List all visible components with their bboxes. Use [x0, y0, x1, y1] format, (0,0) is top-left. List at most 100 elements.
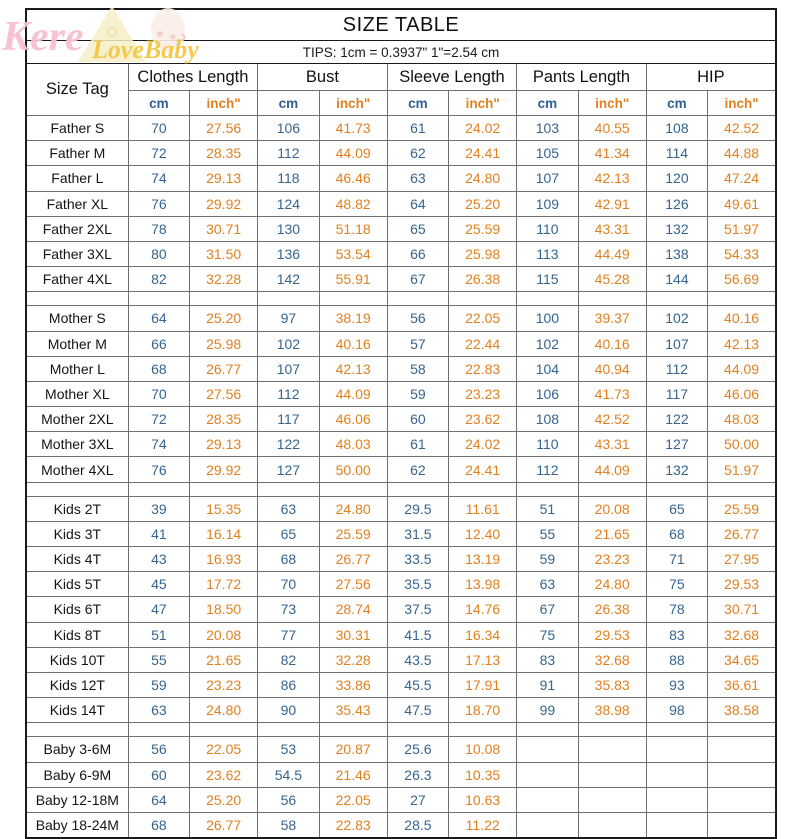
cell-cm: 104 — [516, 355, 579, 382]
cell-cm — [516, 811, 579, 839]
cell-cm: 107 — [257, 355, 320, 382]
cell-cm: 112 — [645, 355, 709, 382]
cell-inch: 32.68 — [707, 621, 777, 648]
spacer-cell — [25, 722, 129, 738]
cell-inch: 40.16 — [707, 305, 777, 332]
cell-inch: 29.53 — [577, 621, 647, 648]
cell-inch: 24.80 — [448, 165, 518, 192]
cell-cm: 56 — [386, 305, 450, 332]
size-tag-label: Mother 3XL — [25, 431, 129, 458]
cell-inch: 11.22 — [448, 811, 518, 839]
size-tag-label: Mother L — [25, 355, 129, 382]
cell-inch: 51.97 — [707, 456, 777, 483]
size-table: SIZE TABLE TIPS: 1cm = 0.3937" 1"=2.54 c… — [25, 8, 777, 839]
cell-inch: 44.09 — [577, 456, 647, 483]
cell-inch: 55.91 — [318, 266, 388, 293]
cell-cm: 65 — [645, 495, 709, 522]
cell-inch: 44.49 — [577, 240, 647, 268]
cell-cm: 115 — [516, 266, 579, 293]
cell-cm: 61 — [386, 431, 450, 458]
cell-inch: 24.80 — [318, 495, 388, 522]
cell-inch: 15.35 — [189, 495, 259, 522]
cell-inch: 24.02 — [448, 114, 518, 142]
cell-inch: 30.71 — [189, 215, 259, 242]
cell-cm: 70 — [127, 114, 191, 142]
cell-inch: 22.83 — [448, 355, 518, 382]
cell-inch: 40.94 — [577, 355, 647, 382]
cell-inch: 32.28 — [318, 646, 388, 673]
table-row: Mother 2XL 72 28.35 117 46.06 60 23.62 108 42.52… — [25, 406, 777, 433]
spacer-cell — [257, 722, 320, 738]
cell-cm: 90 — [257, 697, 320, 724]
cell-inch: 43.31 — [577, 431, 647, 458]
table-row: Baby 6-9M 60 23.62 54.5 21.46 26.3 10.35 — [25, 761, 777, 788]
size-tag-label: Kids 8T — [25, 621, 129, 648]
spacer-cell — [386, 291, 450, 307]
cell-cm: 126 — [645, 190, 709, 217]
cell-inch: 26.77 — [189, 811, 259, 839]
cell-cm: 68 — [645, 520, 709, 548]
cell-inch: 28.35 — [189, 406, 259, 433]
spacer-cell — [25, 291, 129, 307]
cell-inch: 11.61 — [448, 495, 518, 522]
section-spacer-kids — [25, 481, 777, 497]
spacer-cell — [127, 291, 191, 307]
unit-header-inch-7: inch" — [577, 90, 647, 116]
tips-banner: TIPS: 1cm = 0.3937" 1"=2.54 cm — [26, 40, 776, 64]
cell-inch: 12.40 — [448, 520, 518, 548]
spacer-cell — [707, 722, 777, 738]
size-table-container: SIZE TABLE TIPS: 1cm = 0.3937" 1"=2.54 c… — [25, 8, 777, 839]
cell-cm — [645, 811, 709, 839]
size-tag-label: Kids 2T — [25, 495, 129, 522]
cell-inch: 31.50 — [189, 240, 259, 268]
cell-cm: 72 — [127, 140, 191, 167]
cell-inch: 23.23 — [577, 545, 647, 573]
cell-cm: 64 — [386, 190, 450, 217]
cell-inch: 17.13 — [448, 646, 518, 673]
cell-inch: 42.13 — [577, 165, 647, 192]
cell-inch: 25.20 — [448, 190, 518, 217]
spacer-cell — [645, 481, 709, 497]
cell-inch: 42.52 — [707, 114, 777, 142]
title-row: SIZE TABLE — [26, 9, 776, 41]
cell-inch: 28.74 — [318, 596, 388, 623]
cell-cm: 53 — [257, 736, 320, 763]
cell-cm: 41 — [127, 520, 191, 548]
cell-inch: 50.00 — [318, 456, 388, 483]
cell-cm: 41.5 — [386, 621, 450, 648]
cell-cm: 74 — [127, 165, 191, 192]
spacer-cell — [448, 722, 518, 738]
cell-cm: 99 — [516, 697, 579, 724]
cell-cm: 132 — [645, 456, 709, 483]
cell-cm: 47 — [127, 596, 191, 623]
spacer-cell — [257, 481, 320, 497]
cell-cm: 62 — [386, 140, 450, 167]
cell-cm: 118 — [257, 165, 320, 192]
table-row: Kids 4T 43 16.93 68 26.77 33.5 13.19 59 23.23 71 2… — [25, 545, 777, 573]
cell-cm: 108 — [516, 406, 579, 433]
cell-inch: 39.37 — [577, 305, 647, 332]
cell-cm: 31.5 — [386, 520, 450, 548]
cell-cm: 76 — [127, 190, 191, 217]
cell-cm: 56 — [127, 736, 191, 763]
cell-cm: 58 — [257, 811, 320, 839]
cell-inch: 40.16 — [577, 330, 647, 357]
tips-row: TIPS: 1cm = 0.3937" 1"=2.54 cm — [26, 40, 776, 64]
table-row: Kids 2T 39 15.35 63 24.80 29.5 11.61 51 20.08 65 2… — [25, 495, 777, 522]
cell-inch: 25.59 — [318, 520, 388, 548]
cell-cm: 60 — [386, 406, 450, 433]
table-row: Father 3XL 80 31.50 136 53.54 66 25.98 113 44.49… — [25, 240, 777, 268]
cell-inch: 38.19 — [318, 305, 388, 332]
cell-cm: 112 — [257, 140, 320, 167]
cell-cm: 78 — [645, 596, 709, 623]
unit-header-inch-1: inch" — [189, 90, 259, 116]
spacer-cell — [257, 291, 320, 307]
cell-inch: 30.71 — [707, 596, 777, 623]
cell-cm: 138 — [645, 240, 709, 268]
cell-inch: 22.44 — [448, 330, 518, 357]
cell-inch: 23.62 — [448, 406, 518, 433]
cell-inch: 51.18 — [318, 215, 388, 242]
cell-cm: 112 — [257, 380, 320, 408]
cell-inch — [577, 736, 647, 763]
cell-cm: 112 — [516, 456, 579, 483]
